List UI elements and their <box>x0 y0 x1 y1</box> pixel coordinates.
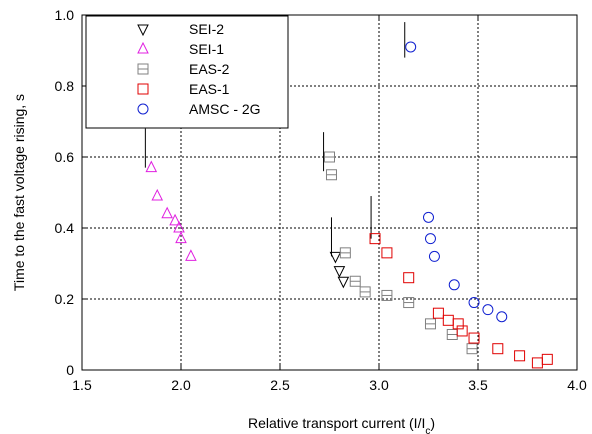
point-eas-2 <box>349 275 361 287</box>
legend-label-sei-2: SEI-2 <box>189 21 224 37</box>
point-eas-2 <box>446 329 458 340</box>
point-eas-1 <box>514 350 526 362</box>
y-tick-label: 1.0 <box>55 7 75 23</box>
data-points <box>145 41 553 369</box>
axis-ticks <box>81 14 578 371</box>
y-tick-label: 0.4 <box>55 220 75 236</box>
legend-marker-sei-1 <box>137 41 149 54</box>
legend-marker-amsc-2g <box>137 103 149 115</box>
point-eas-1 <box>403 272 415 284</box>
x-tick-label: 2.0 <box>171 377 191 393</box>
x-tick-label: 3.0 <box>369 377 389 393</box>
x-tick-label: 4.0 <box>567 377 587 393</box>
point-amsc-2g <box>468 297 480 309</box>
legend: SEI-2 SEI-1 EAS-2 EAS-1 AMSC - 2G <box>85 15 289 129</box>
legend-label-amsc-2g: AMSC - 2G <box>189 101 261 117</box>
x-axis-label-tail: ) <box>430 415 435 431</box>
point-eas-2 <box>403 297 415 309</box>
point-eas-1 <box>456 325 468 337</box>
point-eas-1 <box>531 357 543 369</box>
legend-label-sei-1: SEI-1 <box>189 41 224 57</box>
x-axis-label-main: Relative transport current (I/I <box>248 415 425 431</box>
point-sei-1 <box>151 188 164 201</box>
point-eas-1 <box>442 314 454 326</box>
y-tick-label: 0 <box>66 362 74 378</box>
point-amsc-2g <box>448 279 460 291</box>
point-eas-1 <box>468 332 480 344</box>
legend-marker-eas-2 <box>137 63 149 75</box>
point-eas-2 <box>325 169 337 181</box>
point-eas-2 <box>466 343 478 355</box>
grid-lines <box>82 15 577 370</box>
point-eas-1 <box>381 247 393 259</box>
x-tick-label: 3.5 <box>468 377 488 393</box>
x-axis-label: Relative transport current (I/Ic) <box>248 415 435 434</box>
legend-marker-eas-1 <box>137 83 149 95</box>
point-sei-1 <box>145 160 158 173</box>
point-amsc-2g <box>496 311 508 323</box>
point-eas-1 <box>541 353 553 365</box>
point-eas-2 <box>381 289 393 301</box>
x-tick-label: 1.5 <box>72 377 92 393</box>
point-sei-1 <box>161 206 173 219</box>
point-sei-1 <box>173 220 185 233</box>
point-sei-2 <box>333 266 346 278</box>
y-tick-label: 0.6 <box>55 149 75 165</box>
y-axis-label: Time to the fast voltage rising, s <box>11 94 27 291</box>
annotation-lines <box>144 22 406 257</box>
legend-marker-sei-2 <box>137 24 149 37</box>
point-sei-1 <box>185 249 197 261</box>
point-eas-1 <box>432 307 444 319</box>
legend-label-eas-2: EAS-2 <box>189 61 230 77</box>
legend-label-eas-1: EAS-1 <box>189 81 230 97</box>
x-axis-label-subscript: c <box>425 426 430 434</box>
point-amsc-2g <box>424 233 436 245</box>
point-eas-2 <box>359 286 371 298</box>
point-eas-1 <box>369 233 381 245</box>
point-eas-2 <box>424 318 436 330</box>
point-sei-2 <box>337 276 350 289</box>
y-tick-label: 0.8 <box>55 78 75 94</box>
point-amsc-2g <box>482 304 494 316</box>
y-tick-label: 0.2 <box>55 291 75 307</box>
point-amsc-2g <box>428 250 440 262</box>
point-eas-1 <box>492 343 504 355</box>
x-tick-label: 2.5 <box>270 377 290 393</box>
point-sei-2 <box>329 251 342 264</box>
point-eas-2 <box>339 247 351 259</box>
tick-labels: 1.5 2.0 2.5 3.0 3.5 4.0 0 0.2 0.4 0.6 0.8 1.0 <box>55 7 587 393</box>
legend-box <box>85 15 289 129</box>
point-sei-1 <box>175 231 187 244</box>
point-amsc-2g <box>423 211 434 223</box>
point-eas-2 <box>324 151 335 163</box>
point-eas-1 <box>452 318 464 330</box>
point-sei-1 <box>169 213 181 226</box>
plot-area <box>81 14 578 371</box>
point-amsc-2g <box>405 41 417 53</box>
